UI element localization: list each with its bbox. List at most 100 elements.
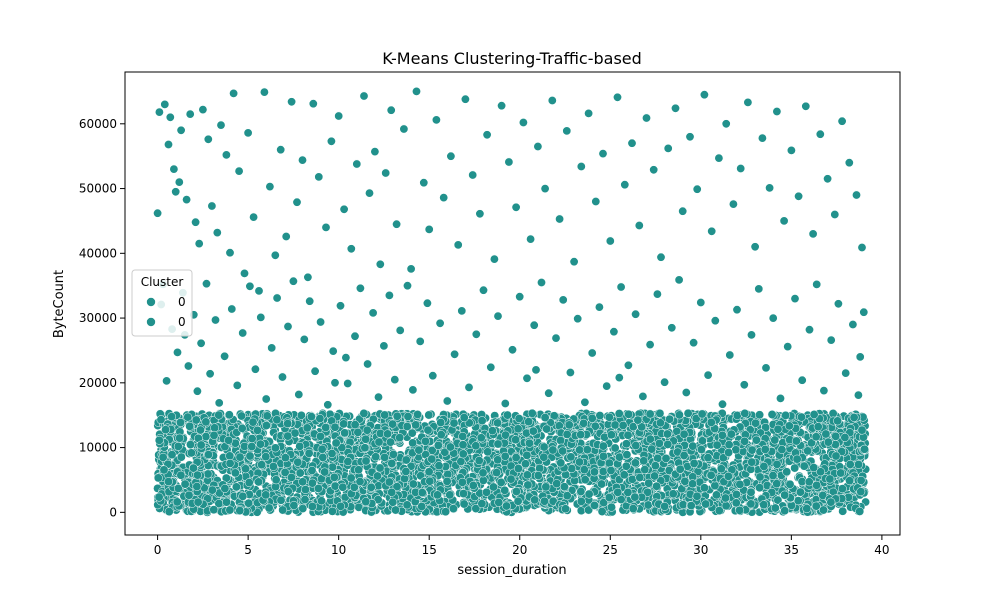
data-point: [153, 208, 163, 218]
data-point: [212, 228, 222, 238]
data-point: [415, 336, 425, 346]
data-point: [221, 150, 231, 160]
data-point: [647, 444, 657, 454]
data-point: [816, 467, 826, 477]
data-point: [380, 410, 390, 420]
data-point: [360, 443, 370, 453]
data-point: [176, 125, 186, 135]
data-point: [732, 305, 742, 315]
data-point: [445, 490, 455, 500]
data-point: [703, 453, 713, 463]
x-tick-label: 0: [154, 543, 162, 557]
data-point: [665, 414, 675, 424]
data-point: [433, 440, 443, 450]
data-point: [235, 506, 245, 516]
data-point: [158, 452, 168, 462]
data-point: [349, 482, 359, 492]
data-point: [841, 368, 851, 378]
data-point: [780, 506, 790, 516]
x-axis-label: session_duration: [457, 563, 566, 578]
data-point: [497, 101, 507, 111]
data-point: [241, 464, 251, 474]
data-point: [790, 294, 800, 304]
data-point: [203, 134, 213, 144]
x-tick-label: 20: [512, 543, 527, 557]
data-point: [411, 420, 421, 430]
y-tick-label: 40000: [79, 246, 117, 260]
data-point: [663, 439, 673, 449]
data-point: [507, 345, 517, 355]
data-point: [439, 193, 449, 203]
data-point: [575, 445, 585, 455]
data-point: [609, 327, 619, 337]
data-point: [292, 197, 302, 207]
data-point: [321, 222, 331, 232]
data-point: [587, 348, 597, 358]
data-point: [562, 126, 572, 136]
data-point: [826, 497, 836, 507]
data-point: [355, 477, 365, 487]
data-point: [359, 408, 369, 418]
data-point: [803, 446, 813, 456]
data-point: [317, 444, 327, 454]
data-point: [240, 268, 250, 278]
data-point: [388, 497, 398, 507]
data-point: [286, 472, 296, 482]
data-point: [712, 440, 722, 450]
data-point: [399, 124, 409, 134]
data-point: [265, 182, 275, 192]
data-point: [723, 471, 733, 481]
data-point: [527, 408, 537, 418]
data-point: [643, 487, 653, 497]
data-point: [767, 410, 777, 419]
data-point: [373, 471, 382, 481]
data-point: [638, 391, 648, 401]
data-point: [374, 437, 384, 447]
data-point: [267, 343, 277, 353]
data-point: [408, 438, 418, 448]
data-point: [590, 500, 599, 510]
data-point: [506, 474, 516, 484]
data-point: [471, 329, 481, 339]
data-point: [640, 465, 650, 475]
data-point: [784, 421, 794, 431]
data-point: [346, 473, 356, 483]
data-point: [154, 435, 164, 445]
data-point: [610, 420, 620, 430]
data-point: [341, 353, 351, 363]
data-point: [801, 101, 811, 111]
data-point: [261, 490, 271, 500]
data-point: [433, 490, 442, 500]
data-point: [679, 450, 689, 460]
data-point: [833, 416, 843, 426]
data-point: [424, 224, 434, 234]
data-point: [225, 458, 235, 468]
data-point: [712, 490, 721, 500]
data-point: [837, 116, 847, 126]
data-point: [661, 453, 671, 463]
data-point: [328, 462, 338, 472]
data-point: [777, 445, 787, 455]
data-point: [811, 432, 821, 442]
data-point: [293, 457, 303, 467]
data-point: [746, 499, 756, 509]
data-point: [860, 444, 869, 454]
data-point: [751, 435, 761, 445]
data-point: [689, 338, 699, 348]
data-point: [558, 295, 568, 305]
data-point: [859, 307, 869, 317]
data-point: [548, 445, 558, 455]
data-point: [198, 105, 208, 115]
data-point: [644, 478, 654, 488]
data-point: [294, 389, 304, 399]
data-point: [721, 493, 730, 503]
data-point: [655, 418, 665, 428]
data-point: [604, 493, 614, 502]
data-point: [250, 364, 260, 374]
data-point: [797, 375, 807, 385]
data-point: [622, 450, 632, 460]
data-point: [525, 438, 534, 448]
data-point: [761, 423, 771, 432]
data-point: [792, 454, 802, 464]
